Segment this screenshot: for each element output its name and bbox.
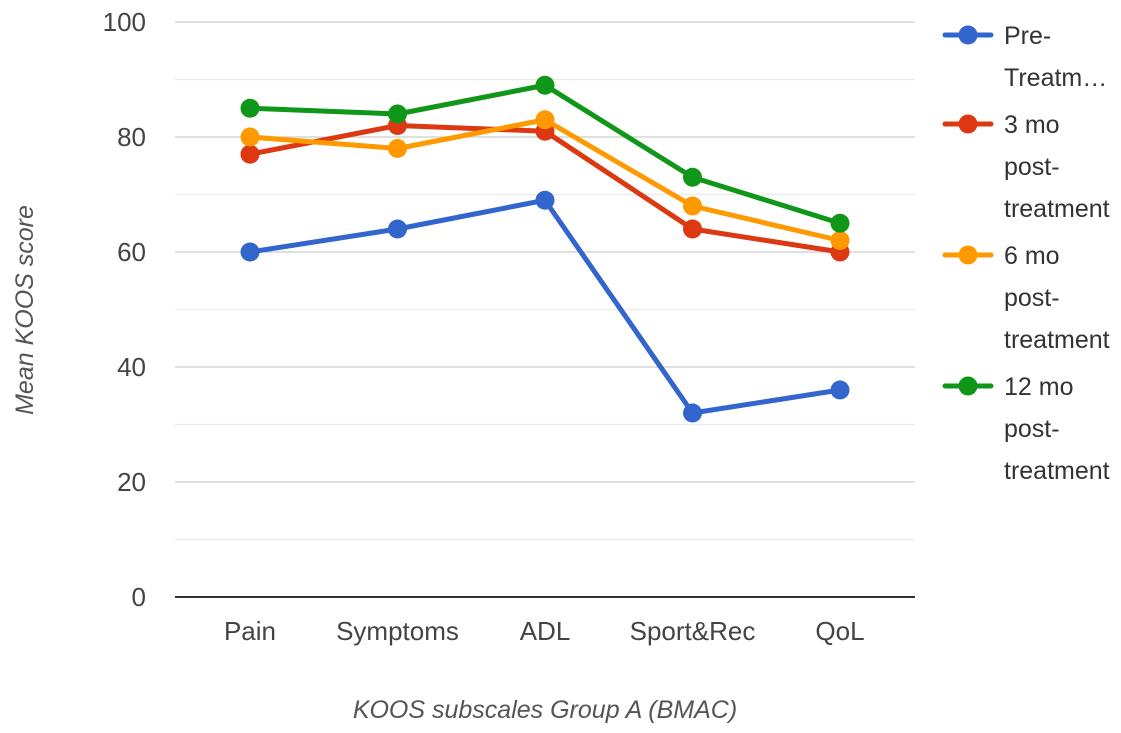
data-point[interactable] — [683, 196, 702, 216]
x-axis-title: KOOS subscales Group A (BMAC) — [353, 696, 737, 724]
y-axis-title: Mean KOOS score — [11, 205, 39, 415]
data-point[interactable] — [388, 139, 407, 158]
legend-swatch-marker — [958, 25, 978, 45]
y-tick-label: 40 — [117, 352, 146, 382]
gridlines — [175, 21, 915, 541]
series-group — [240, 190, 850, 423]
x-tick-label: Sport&Rec — [630, 616, 756, 646]
legend-label: post- — [1004, 153, 1060, 181]
data-point[interactable] — [535, 190, 555, 210]
legend-item[interactable]: Pre- Treatm… — [942, 22, 1107, 92]
legend-label: 12 mo — [1004, 373, 1073, 401]
data-point[interactable] — [240, 242, 260, 262]
data-point[interactable] — [240, 144, 260, 164]
data-point[interactable] — [240, 98, 260, 118]
series-group — [240, 75, 850, 233]
series-group — [240, 110, 850, 250]
axes: 0 20 40 60 80 100 Pain Symptoms ADL Sport&Rec QoL — [103, 7, 915, 646]
series-group — [240, 116, 850, 262]
y-tick-label: 20 — [117, 467, 146, 497]
legend-label: 6 mo — [1004, 242, 1060, 270]
data-point[interactable] — [830, 213, 850, 233]
series-line — [247, 197, 843, 416]
y-tick-label: 60 — [117, 237, 146, 267]
legend-label: Treatm… — [1004, 64, 1107, 92]
legend-label: post- — [1004, 415, 1060, 443]
data-point[interactable] — [388, 104, 407, 124]
data-point[interactable] — [535, 75, 555, 95]
legend-swatch-marker — [958, 114, 978, 134]
legend-label: treatment — [1004, 457, 1110, 485]
legend-item[interactable]: 3 mo post-treatment — [942, 111, 1110, 223]
legend-swatch-marker — [958, 245, 978, 265]
data-point[interactable] — [683, 167, 702, 187]
legend-item[interactable]: 6 mo post-treatment — [942, 242, 1110, 354]
data-point[interactable] — [830, 380, 850, 400]
legend: Pre- Treatm… 3 mo post-treatment 6 mo post-tr… — [942, 22, 1110, 485]
data-point[interactable] — [535, 110, 555, 130]
y-tick-label: 80 — [117, 122, 146, 152]
x-tick-label: Pain — [224, 616, 276, 646]
series-lines — [240, 75, 850, 423]
y-tick-label: 100 — [103, 7, 146, 37]
legend-label: Pre- — [1004, 22, 1051, 50]
legend-label: treatment — [1004, 326, 1110, 354]
data-point[interactable] — [683, 403, 702, 423]
x-tick-label: ADL — [520, 616, 571, 646]
x-tick-label: QoL — [815, 616, 864, 646]
legend-label: post- — [1004, 284, 1060, 312]
legend-item[interactable]: 12 mo post-treatment — [942, 373, 1110, 485]
y-tick-label: 0 — [132, 582, 146, 612]
data-point[interactable] — [830, 231, 850, 250]
data-point[interactable] — [683, 219, 702, 239]
legend-swatch-marker — [958, 376, 978, 396]
legend-label: 3 mo — [1004, 111, 1060, 139]
legend-label: treatment — [1004, 195, 1110, 223]
data-point[interactable] — [388, 219, 407, 239]
data-point[interactable] — [240, 127, 260, 147]
x-tick-label: Symptoms — [336, 616, 459, 646]
